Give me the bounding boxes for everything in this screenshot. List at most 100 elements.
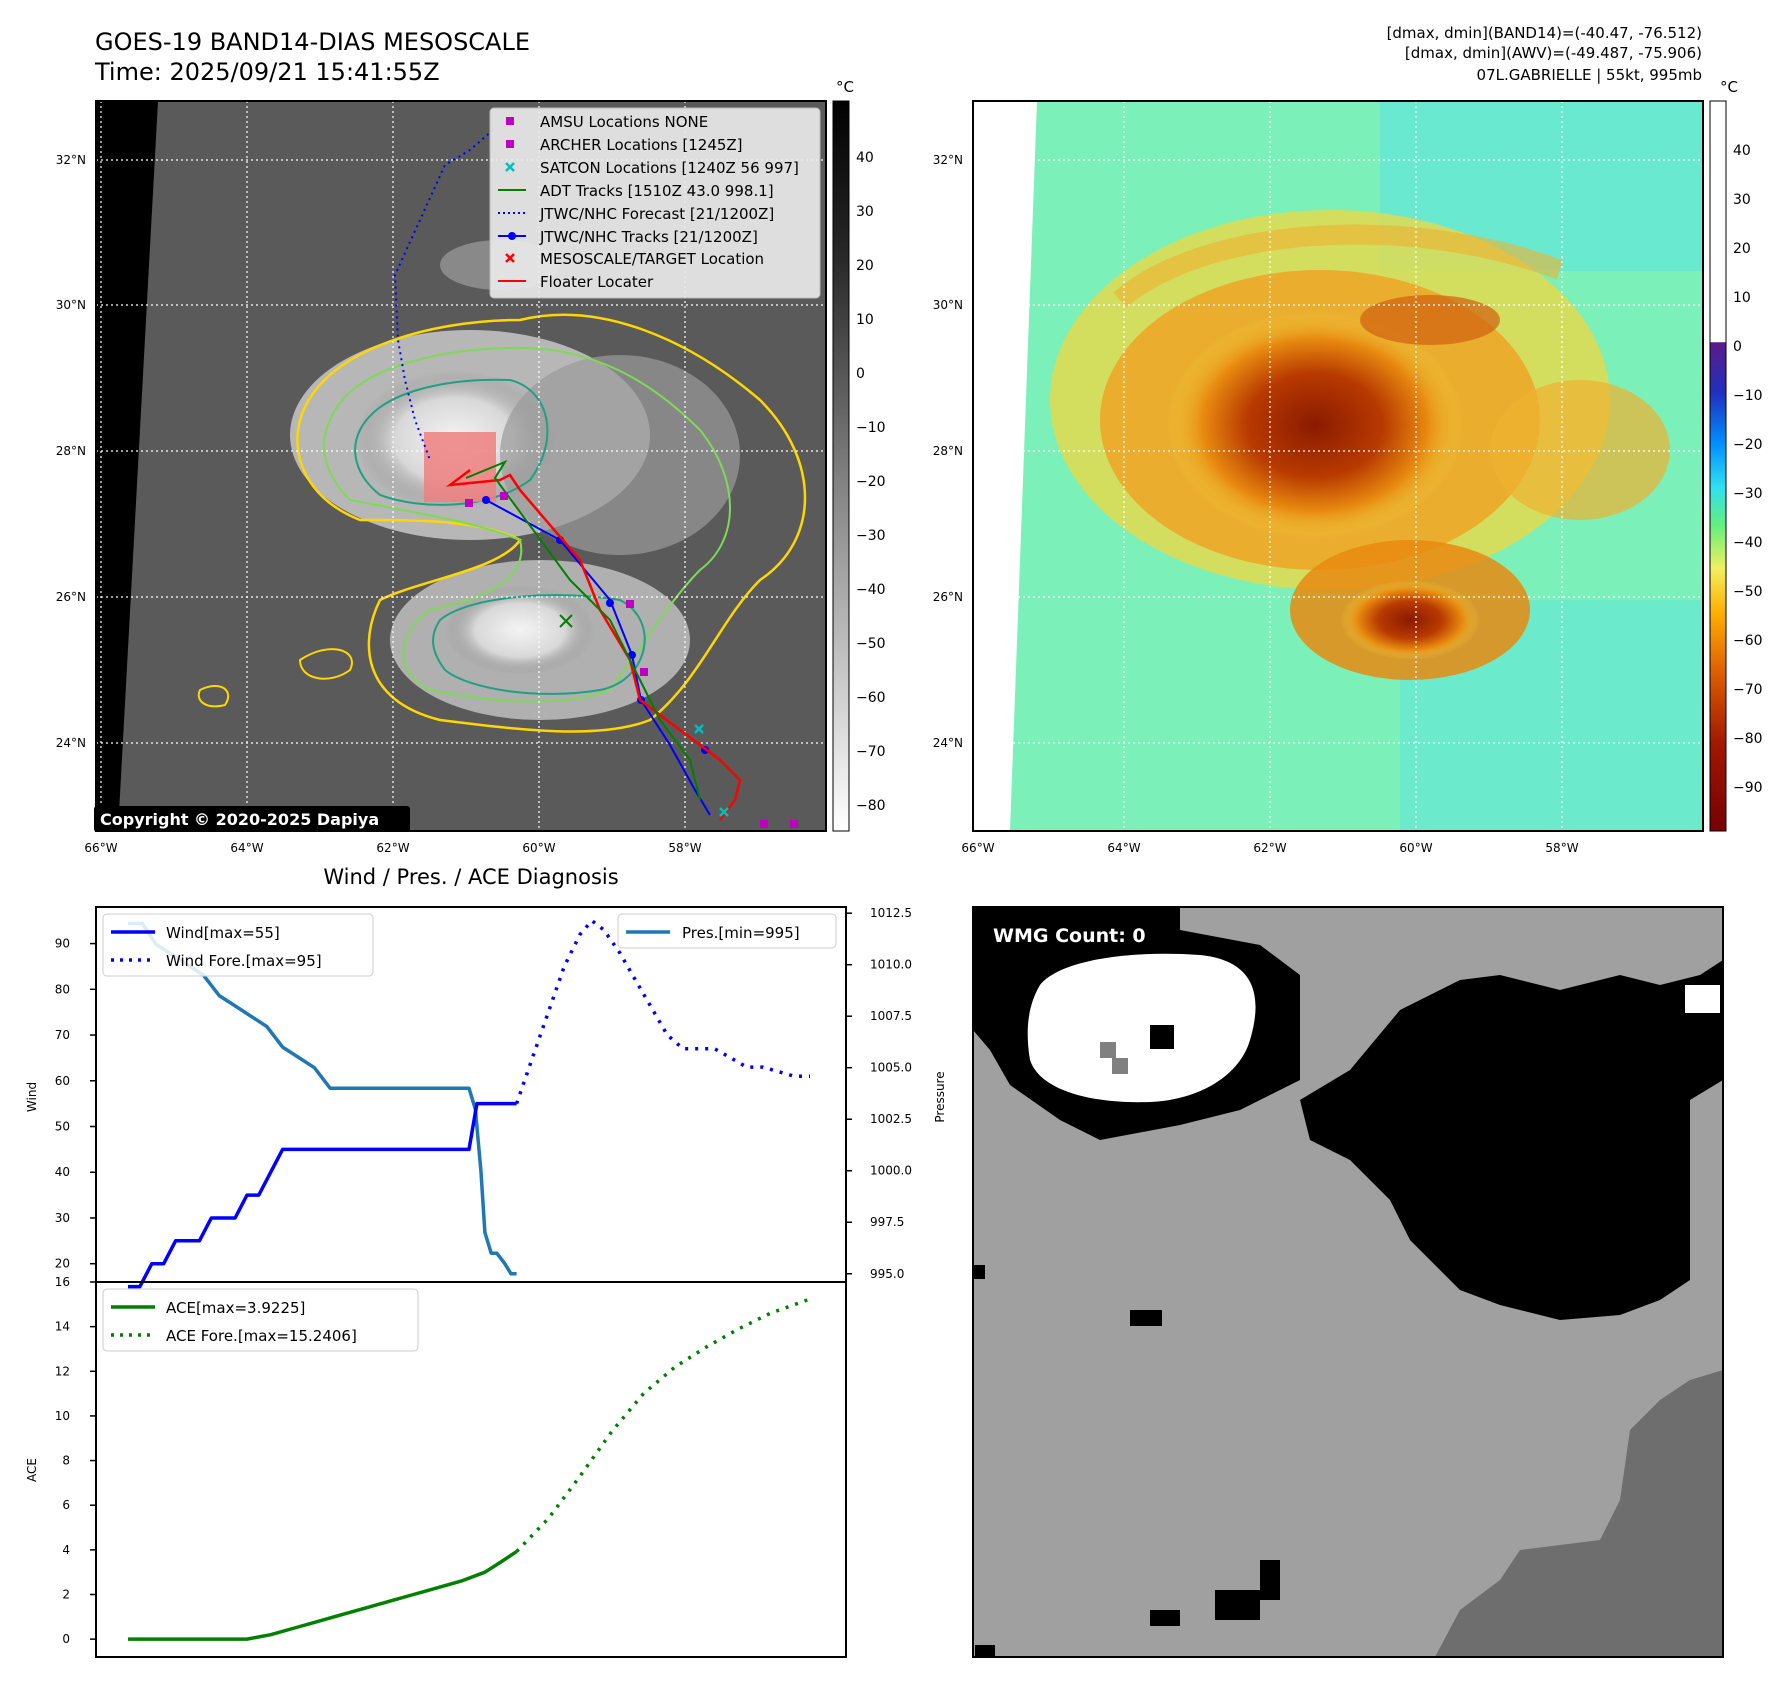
series-line-ace-fore (515, 1297, 811, 1553)
info-awv-range: [dmax, dmin](AWV)=(-49.487, -75.906) (1405, 44, 1702, 62)
awv-lon-labels: 66°W 64°W 62°W 60°W 58°W (961, 841, 1578, 855)
wind-tick-label: 30 (55, 1211, 70, 1225)
wind-y-ticks: 20 30 40 50 60 70 80 90 16 (55, 937, 96, 1289)
wind-tick-label: 60 (55, 1074, 70, 1088)
legend-archer-icon (506, 140, 514, 148)
svg-text:−60: −60 (856, 690, 886, 706)
legend-target-icon (505, 253, 515, 263)
svg-text:32°N: 32°N (56, 153, 86, 167)
legend-wind: Wind[max=55] (166, 924, 280, 942)
pressure-legend: Pres.[min=995] (617, 913, 837, 949)
svg-text:62°W: 62°W (1253, 841, 1286, 855)
series-line-wind (128, 1101, 517, 1289)
copyright-badge (94, 806, 410, 832)
wind-pressure-panel: Wind / Pres. / ACE Diagnosis 20 30 40 50 60 7… (25, 865, 947, 1289)
svg-text:24°N: 24°N (56, 736, 86, 750)
adt-track (465, 459, 701, 801)
jtwc-observed-track (485, 499, 711, 816)
svg-text:26°N: 26°N (56, 590, 86, 604)
pressure-ylabel: Pressure (933, 1071, 947, 1122)
svg-text:−90: −90 (1733, 780, 1763, 796)
floater-locater-box (424, 432, 496, 502)
wind-tick-label: 16 (55, 1275, 70, 1289)
ace-tick-label: 4 (62, 1543, 70, 1557)
pressure-tick-label: 1007.5 (870, 1009, 912, 1023)
svg-text:30°N: 30°N (933, 298, 963, 312)
awv-no-data-region (973, 101, 1037, 831)
svg-text:64°W: 64°W (1107, 841, 1140, 855)
svg-text:30: 30 (1733, 192, 1751, 208)
ace-axes-frame (95, 1281, 847, 1658)
legend-track-icon (498, 232, 526, 240)
ace-legend: ACE[max=3.9225] ACE Fore.[max=15.2406] (102, 1288, 419, 1352)
svg-text:58°W: 58°W (668, 841, 701, 855)
svg-text:20: 20 (856, 258, 874, 274)
ace-ylabel: ACE (25, 1458, 39, 1482)
ir-map-panel: AMSU Locations NONE ARCHER Locations [12… (56, 78, 886, 855)
svg-text:62°W: 62°W (376, 841, 409, 855)
legend-floater: Floater Locater (540, 273, 654, 291)
legend-track: JTWC/NHC Tracks [21/1200Z] (539, 228, 758, 246)
svg-text:−80: −80 (856, 798, 886, 814)
svg-text:−20: −20 (1733, 437, 1763, 453)
wind-tick-label: 70 (55, 1028, 70, 1042)
svg-text:66°W: 66°W (84, 841, 117, 855)
ace-tick-label: 12 (55, 1364, 70, 1378)
wind-legend: Wind[max=55] Wind Fore.[max=95] (102, 913, 374, 977)
legend-archer: ARCHER Locations [1245Z] (540, 136, 743, 154)
ir-map-legend: AMSU Locations NONE ARCHER Locations [12… (489, 107, 821, 299)
copyright-text: Copyright © 2020-2025 Dapiya (100, 810, 379, 829)
ir-contour-green (323, 346, 731, 703)
pressure-tick-label: 1005.0 (870, 1061, 912, 1075)
ir-contour-teal-north (354, 378, 549, 506)
wind-tick-label: 20 (55, 1257, 70, 1271)
svg-text:−50: −50 (1733, 584, 1763, 600)
wind-tick-label: 90 (55, 937, 70, 951)
wind-tick-label: 40 (55, 1165, 70, 1179)
awv-colorbar-unit: °C (1720, 78, 1738, 96)
jtwc-forecast-track (393, 129, 494, 461)
ace-tick-label: 6 (62, 1498, 70, 1512)
info-band14-range: [dmax, dmin](BAND14)=(-40.47, -76.512) (1387, 24, 1702, 42)
ir-colorbar (832, 100, 850, 832)
svg-text:−40: −40 (1733, 535, 1763, 551)
info-storm: 07L.GABRIELLE | 55kt, 995mb (1477, 66, 1702, 84)
legend-wind-forecast: Wind Fore.[max=95] (166, 952, 322, 970)
series-line-wind-fore (514, 918, 810, 1105)
ir-no-data-region (96, 101, 158, 831)
wind-tick-label: 50 (55, 1120, 70, 1134)
legend-satcon-icon (505, 162, 515, 172)
svg-text:−10: −10 (856, 420, 886, 436)
svg-text:−50: −50 (856, 636, 886, 652)
svg-text:−30: −30 (856, 528, 886, 544)
legend-amsu: AMSU Locations NONE (540, 113, 708, 131)
series-line-ace (128, 1550, 518, 1641)
svg-text:60°W: 60°W (522, 841, 555, 855)
legend-ace-forecast: ACE Fore.[max=15.2406] (166, 1327, 357, 1345)
legend-satcon: SATCON Locations [1240Z 56 997] (540, 159, 799, 177)
svg-text:66°W: 66°W (961, 841, 994, 855)
ace-tick-label: 8 (62, 1454, 70, 1468)
diagnosis-title: Wind / Pres. / ACE Diagnosis (323, 865, 618, 889)
svg-text:0: 0 (856, 366, 865, 382)
wmg-dark-region (1435, 1370, 1723, 1657)
svg-text:30°N: 30°N (56, 298, 86, 312)
pressure-y-ticks: 995.0 997.5 1000.0 1002.5 1005.0 1007.5 1010.0… (846, 906, 912, 1281)
wmg-warm-core (1027, 953, 1256, 1103)
floater-locater-track (445, 469, 742, 821)
ir-contour-teal-south (432, 594, 646, 695)
ace-series (128, 1297, 811, 1641)
svg-text:32°N: 32°N (933, 153, 963, 167)
ace-tick-label: 10 (55, 1409, 70, 1423)
awv-graticule (973, 101, 1703, 831)
wind-tick-label: 80 (55, 982, 70, 996)
legend-pressure: Pres.[min=995] (682, 924, 800, 942)
wmg-count-badge (983, 920, 1168, 950)
svg-text:28°N: 28°N (933, 444, 963, 458)
awv-colorbar (1709, 100, 1727, 832)
wmg-count-label: WMG Count: 0 (993, 925, 1146, 947)
ace-tick-label: 2 (62, 1588, 70, 1602)
pressure-tick-label: 995.0 (870, 1267, 904, 1281)
ir-map-frame (95, 100, 827, 832)
